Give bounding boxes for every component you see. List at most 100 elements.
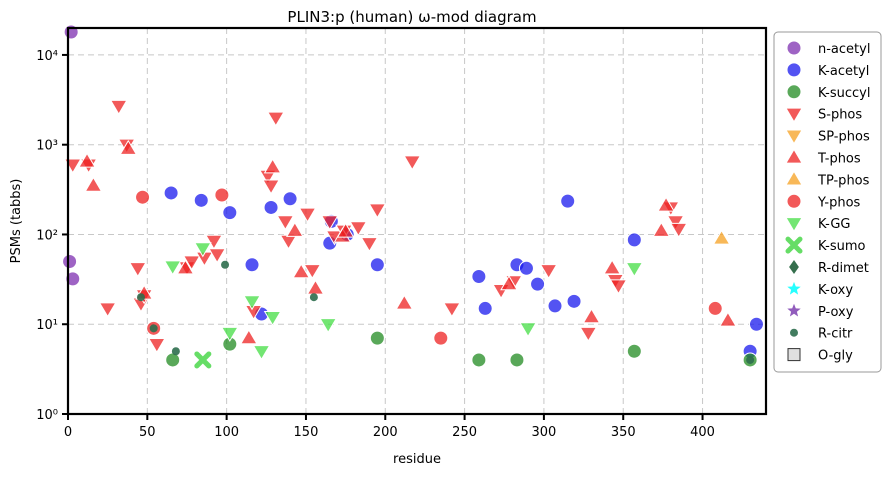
data-point-T-phos: [603, 259, 621, 275]
data-point-T-phos: [395, 294, 414, 310]
data-point-K-acetyl: [566, 293, 582, 309]
data-point-S-phos: [368, 203, 387, 219]
data-point-K-acetyl: [163, 185, 179, 201]
data-point-S-phos: [609, 279, 628, 295]
data-point-S-phos: [205, 234, 223, 250]
legend-label: S-phos: [818, 108, 862, 123]
data-point-T-phos: [657, 196, 675, 212]
data-point-n-acetyl: [62, 253, 78, 269]
data-point-S-phos: [403, 155, 422, 171]
x-tick-label: 100: [214, 425, 239, 440]
data-point-S-phos: [579, 326, 598, 342]
data-point-S-phos: [539, 264, 558, 280]
legend-marker-S-phos: [785, 107, 803, 123]
legend-label: O-gly: [818, 349, 853, 364]
legend-label: R-citr: [818, 327, 853, 342]
data-point-R-citr: [149, 324, 158, 333]
data-point-T-phos: [239, 329, 258, 345]
data-point-S-phos: [266, 111, 285, 127]
x-tick-label: 300: [531, 425, 556, 440]
data-point-K-acetyl: [369, 257, 385, 273]
legend-marker-R-dimet: [789, 260, 799, 274]
data-point-T-phos: [285, 221, 304, 237]
data-point-R-citr: [309, 293, 318, 302]
data-point-S-phos: [262, 179, 280, 195]
chart-title: PLIN3:p (human) ω-mod diagram: [287, 8, 536, 26]
x-tick-label: 150: [294, 425, 319, 440]
x-tick-label: 0: [64, 425, 72, 440]
data-point-S-phos: [320, 215, 339, 231]
data-point-K-GG: [519, 322, 537, 338]
x-tick-label: 200: [373, 425, 398, 440]
data-point-K-succyl: [471, 352, 487, 368]
x-axis-label: residue: [393, 452, 441, 467]
legend-marker-Y-phos: [786, 193, 802, 209]
data-point-K-acetyl: [244, 257, 260, 273]
y-axis: 10⁰ 10¹ 10² 10³ 10⁴: [36, 49, 68, 423]
legend-marker-R-citr: [790, 328, 798, 337]
legend-marker-T-phos: [785, 148, 803, 164]
x-axis: 0 50 100 150 200 250 300 350 400: [64, 414, 715, 440]
data-point-K-acetyl: [560, 193, 576, 209]
data-point-n-acetyl: [65, 271, 81, 287]
y-tick-label: 10⁴: [36, 49, 58, 64]
data-point-K-acetyl: [471, 269, 487, 285]
y-tick-label: 10³: [36, 139, 58, 154]
legend-marker-K-GG: [785, 217, 803, 233]
y-tick-label: 10⁰: [36, 408, 58, 423]
data-point-K-acetyl: [282, 191, 298, 207]
data-point-K-GG: [193, 242, 212, 258]
legend-label: TP-phos: [817, 173, 870, 188]
data-point-Y-phos: [214, 187, 230, 203]
data-point-K-acetyl: [547, 298, 563, 314]
data-point-S-phos: [303, 264, 322, 280]
data-point-S-phos: [349, 221, 368, 237]
data-point-T-phos: [119, 139, 138, 155]
data-point-K-acetyl: [193, 192, 209, 208]
data-point-K-GG: [252, 345, 271, 361]
data-point-K-succyl: [509, 352, 525, 368]
data-point-S-phos: [443, 302, 461, 318]
legend-label: P-oxy: [818, 305, 854, 320]
data-point-K-acetyl: [518, 260, 534, 276]
legend-label: SP-phos: [818, 130, 870, 145]
data-point-K-acetyl: [530, 276, 546, 292]
data-point-T-phos: [500, 275, 518, 291]
data-point-S-phos: [208, 248, 226, 264]
legend-marker-O-gly: [787, 348, 801, 362]
grid: [68, 28, 766, 414]
data-point-K-acetyl: [626, 232, 642, 248]
data-point-S-phos: [98, 302, 117, 318]
data-point-R-citr: [746, 355, 755, 364]
legend-label: K-oxy: [818, 283, 853, 298]
data-point-K-GG: [625, 262, 644, 278]
data-point-K-succyl: [369, 330, 385, 346]
data-point-S-phos: [182, 255, 201, 271]
data-point-K-acetyl: [477, 300, 493, 316]
data-point-R-citr: [221, 260, 230, 269]
data-point-R-citr: [136, 293, 145, 302]
legend-marker-n-acetyl: [786, 40, 802, 56]
legend-marker-K-oxy: [787, 281, 801, 295]
data-point-T-phos: [652, 221, 671, 237]
data-point-Y-phos: [135, 189, 151, 205]
y-axis-label: PSMs (tabbs): [9, 179, 24, 264]
plot-frame: [66, 26, 768, 416]
data-points: [62, 24, 764, 369]
legend-label: n-acetyl: [818, 42, 870, 57]
data-point-T-phos: [263, 158, 282, 174]
data-point-S-phos: [109, 99, 128, 115]
data-point-Y-phos: [433, 330, 449, 346]
data-point-S-phos: [147, 338, 166, 354]
x-tick-label: 350: [611, 425, 636, 440]
data-point-T-phos: [84, 176, 103, 192]
legend-label: K-sumo: [818, 239, 866, 254]
legend-marker-P-oxy: [787, 303, 801, 317]
data-point-K-GG: [319, 318, 338, 334]
data-point-K-acetyl: [748, 316, 764, 332]
data-point-T-phos: [176, 259, 195, 275]
y-tick-label: 10¹: [36, 318, 58, 333]
data-point-K-acetyl: [263, 199, 279, 215]
data-point-K-GG: [220, 326, 239, 342]
